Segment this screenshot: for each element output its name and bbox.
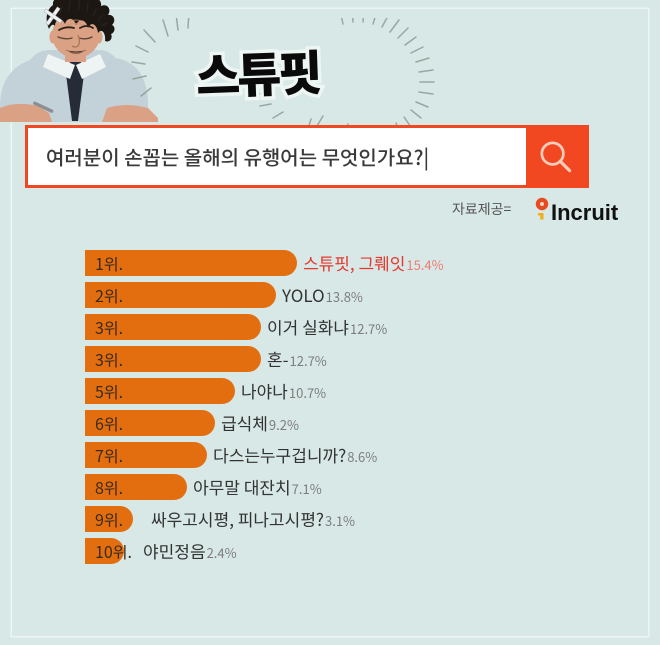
- svg-text:Incruit: Incruit: [551, 200, 619, 225]
- svg-text:스튜핏: 스튜핏: [195, 34, 322, 108]
